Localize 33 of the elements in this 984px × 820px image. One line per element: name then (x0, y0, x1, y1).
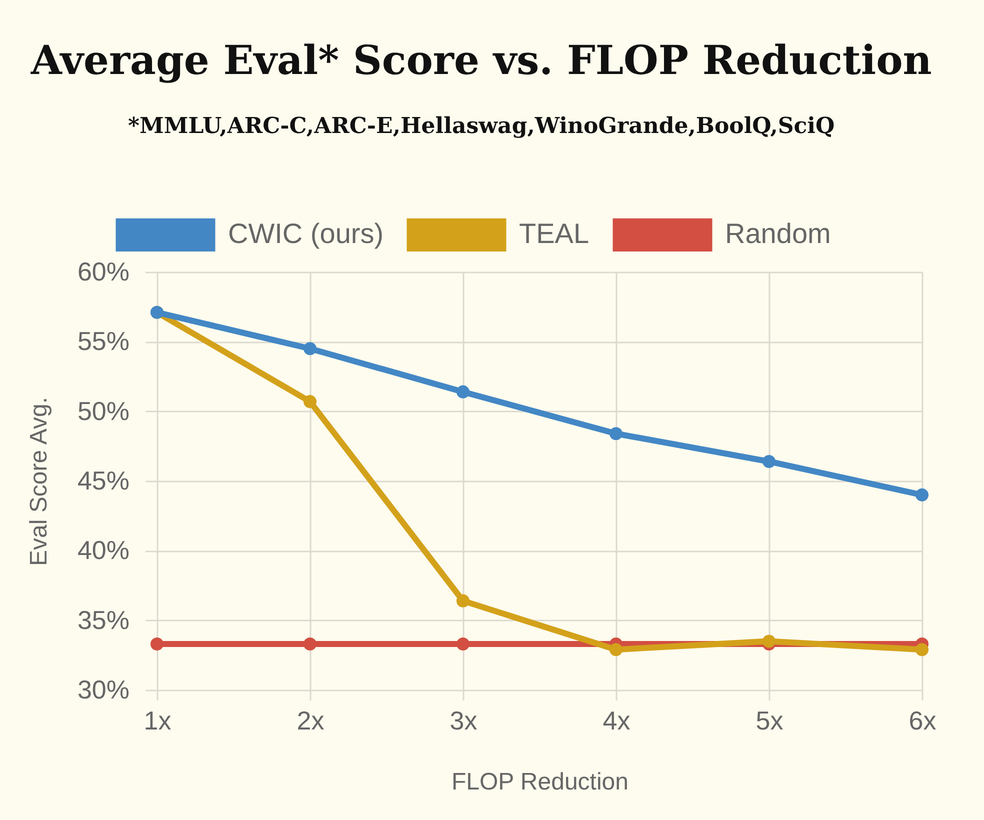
point (456, 594, 470, 608)
legend-label: Random (725, 218, 831, 249)
point (150, 638, 164, 651)
point (609, 643, 623, 656)
y-tick-label: 35% (77, 604, 130, 635)
point (915, 488, 929, 502)
x-tick-label: 3x (450, 706, 478, 736)
x-tick-label: 6x (908, 706, 936, 736)
x-tick-label: 4x (602, 706, 630, 736)
point (609, 427, 623, 440)
legend-label: TEAL (519, 218, 590, 249)
x-tick-label: 1x (144, 706, 172, 736)
point (303, 638, 317, 651)
x-axis-title: FLOP Reduction (452, 768, 628, 796)
point (762, 634, 776, 648)
y-tick-label: 40% (77, 535, 130, 566)
point (303, 342, 317, 356)
x-tick-label: 5x (756, 706, 784, 736)
y-tick-label: 50% (77, 396, 130, 426)
y-tick-label: 45% (77, 466, 130, 496)
chart-subtitle: *MMLU,ARC-C,ARC-E,Hellaswag,WinoGrande,BoolQ,SciQ (128, 113, 835, 139)
x-tick-label: 2x (296, 706, 324, 736)
point (456, 385, 470, 398)
y-tick-label: 30% (77, 674, 130, 704)
legend-label: CWIC (ours) (228, 218, 384, 249)
point (915, 643, 929, 656)
point (762, 454, 776, 468)
y-axis-title: Eval Score Avg. (25, 397, 52, 566)
chart-title: Average Eval* Score vs. FLOP Reduction (30, 37, 932, 84)
y-tick-label: 60% (77, 256, 130, 286)
point (456, 638, 470, 651)
y-tick-label: 55% (77, 326, 130, 356)
point (303, 395, 317, 408)
